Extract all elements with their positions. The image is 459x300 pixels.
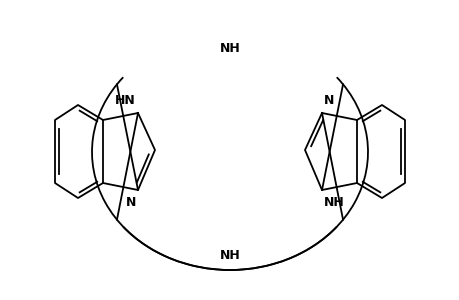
Text: NH: NH	[323, 196, 344, 209]
Text: NH: NH	[219, 42, 240, 55]
Text: N: N	[125, 196, 136, 209]
Text: NH: NH	[219, 249, 240, 262]
Text: HN: HN	[115, 94, 136, 107]
Text: N: N	[323, 94, 334, 107]
